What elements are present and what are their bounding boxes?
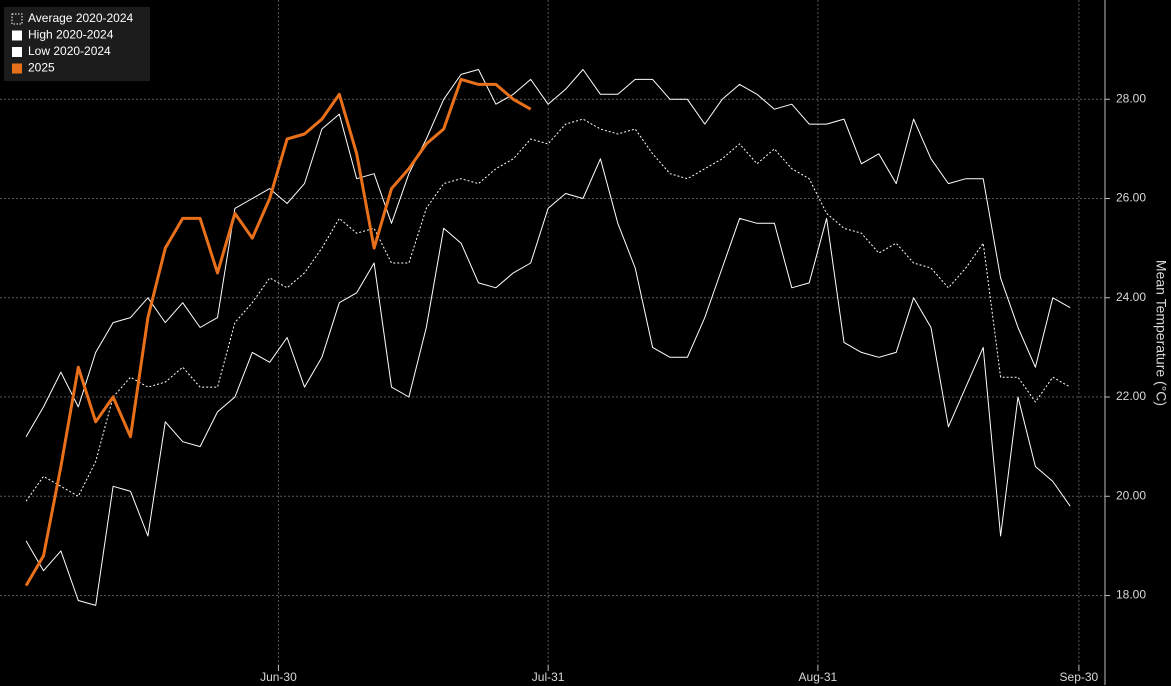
series-line [24,77,532,587]
series-line [25,69,1071,437]
legend: Average 2020-2024 High 2020-2024 Low 2020-… [4,7,150,81]
x-tick-label: Jun-30 [260,670,297,684]
legend-label: Low 2020-2024 [28,44,111,58]
x-tick-label: Sep-30 [1060,670,1099,684]
y-tick-label: 20.00 [1116,488,1146,502]
y-tick-label: 24.00 [1116,290,1146,304]
y-axis-label: Mean Temperature (°C) [1153,260,1169,406]
x-tick-label: Jul-31 [532,670,565,684]
legend-label: Average 2020-2024 [28,11,134,25]
legend-box [4,7,150,81]
series-line [25,158,1071,606]
y-tick-label: 28.00 [1116,91,1146,105]
legend-swatch [12,47,22,57]
legend-label: High 2020-2024 [28,28,114,42]
legend-swatch [12,63,22,74]
x-tick-label: Aug-31 [799,670,838,684]
legend-swatch [12,30,22,41]
legend-swatch [11,13,23,25]
series-line [25,118,1071,502]
y-tick-label: 18.00 [1116,588,1146,602]
y-tick-label: 26.00 [1116,191,1146,205]
legend-label: 2025 [28,61,55,75]
y-tick-label: 22.00 [1116,389,1146,403]
